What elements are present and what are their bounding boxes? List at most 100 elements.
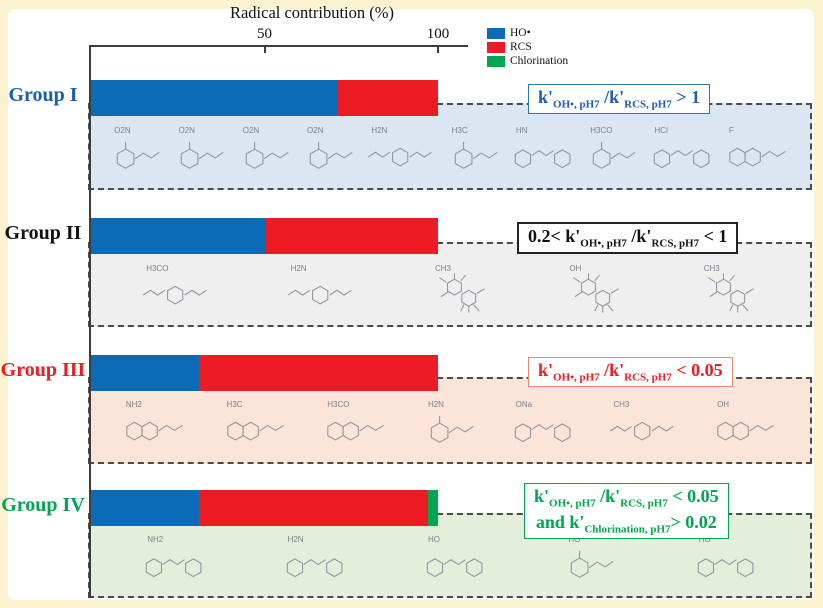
bar-segment-ho: [91, 490, 199, 526]
molecule-structure: O2N: [237, 126, 293, 178]
molecule-structure: HCl: [649, 126, 715, 178]
molecule-label: HO: [568, 534, 581, 544]
molecule-label: H3CO: [590, 125, 613, 135]
molecule-structure: NH2: [141, 535, 207, 587]
molecule-skeleton-icon: [439, 273, 485, 313]
molecule-label: H2N: [287, 534, 304, 544]
molecule-structure: H2N: [422, 400, 478, 452]
molecule-structure: F: [723, 126, 792, 178]
legend-label: HO•: [510, 27, 531, 39]
molecule-label: H2N: [290, 263, 307, 273]
molecule-label: OH: [569, 263, 582, 273]
bar-segment-ho: [91, 80, 338, 116]
molecule-structure: O2N: [172, 126, 228, 178]
molecule-structure: HO: [422, 535, 488, 587]
legend-item: RCS: [487, 41, 568, 53]
molecule-skeleton-icon: [116, 141, 160, 169]
y-axis-line: [89, 45, 91, 598]
molecule-skeleton-icon: [717, 421, 774, 441]
molecule-skeleton-icon: [145, 557, 202, 577]
molecule-label: H2N: [427, 399, 444, 409]
molecule-skeleton-icon: [697, 557, 754, 577]
molecule-label: H2N: [371, 125, 388, 135]
molecule-label: O2N: [242, 125, 260, 135]
kinetics-annotation-line: k'OH•, pH7 /k'RCS, pH7 < 0.05: [534, 486, 719, 510]
legend-item: Chlorination: [487, 55, 568, 67]
molecule-skeleton-icon: [245, 141, 289, 169]
molecule-skeleton-icon: [368, 147, 433, 167]
stacked-bar: [91, 80, 438, 116]
molecule-structure: OH: [711, 400, 780, 452]
x-axis-tick-label: 100: [426, 26, 450, 42]
molecule-label: CH3: [613, 399, 630, 409]
molecule-structure: O2N: [301, 126, 357, 178]
molecule-structure: NH2: [120, 400, 189, 452]
molecule-structure: H3CO: [584, 126, 640, 178]
molecule-skeleton-icon: [426, 557, 483, 577]
group-label: Group IV: [1, 494, 85, 516]
molecule-skeleton-icon: [126, 421, 183, 441]
molecule-label: HCl: [654, 125, 668, 135]
group-label: Group III: [0, 359, 86, 381]
molecule-skeleton-icon: [514, 148, 571, 168]
group-label: Group I: [8, 84, 78, 106]
molecule-structure: CH3: [607, 400, 679, 452]
axis-title: Radical contribution (%): [229, 3, 395, 22]
legend-swatch-rcs: [487, 41, 505, 53]
molecule-skeleton-icon: [610, 421, 675, 441]
x-axis-tick-label: 50: [257, 26, 272, 42]
molecule-structure: HN: [510, 126, 576, 178]
molecule-skeleton-icon: [571, 550, 614, 578]
stacked-bar: [91, 490, 438, 526]
molecule-structure: H2N: [285, 264, 357, 316]
molecule-skeleton-icon: [181, 141, 224, 169]
molecule-label: CH3: [434, 263, 451, 273]
molecule-skeleton-icon: [653, 148, 709, 168]
molecule-label: H3C: [451, 125, 468, 135]
group-molecules-panel: O2N O2N O2N O2N H2N H3C HN H3CO HCl F: [88, 103, 812, 190]
kinetics-annotation: k'OH•, pH7 /k'RCS, pH7 < 0.05 and k'Chlor…: [524, 483, 729, 539]
bar-segment-ho: [91, 218, 265, 254]
molecule-label: O2N: [307, 125, 324, 135]
molecule-skeleton-icon: [143, 285, 207, 305]
bar-segment-ho: [91, 355, 199, 391]
molecule-label: H3CO: [146, 263, 169, 273]
molecule-skeleton-icon: [573, 273, 620, 313]
molecule-label: F: [728, 125, 734, 135]
kinetics-annotation-line: and k'Chlorination, pH7> 0.02: [535, 511, 717, 536]
molecule-skeleton-icon: [430, 415, 474, 443]
molecule-structure: HO: [693, 535, 759, 587]
molecule-label: CH3: [703, 263, 720, 273]
molecule-skeleton-icon: [707, 273, 754, 313]
group-molecules-panel: H3CO H2N CH3 OH CH3: [88, 242, 812, 327]
molecule-structure: H3C: [446, 126, 502, 178]
molecule-structure: H2N: [365, 126, 437, 178]
molecule-label: O2N: [114, 125, 131, 135]
kinetics-annotation-line: k'OH•, pH7 /k'RCS, pH7 > 1: [538, 87, 701, 111]
molecule-label: ONa: [515, 399, 533, 409]
molecule-structure: H3CO: [321, 400, 390, 452]
molecule-structure: CH3: [429, 264, 491, 316]
x-axis-tick: [437, 47, 439, 53]
molecule-structure: O2N: [108, 126, 164, 178]
bar-segment-rcs: [337, 80, 438, 116]
molecule-structure: H2N: [282, 535, 348, 587]
kinetics-annotation: k'OH•, pH7 /k'RCS, pH7 > 1: [528, 84, 711, 114]
molecule-structure: OH: [563, 264, 625, 316]
bar-segment-rcs: [198, 355, 438, 391]
molecule-skeleton-icon: [287, 285, 352, 305]
molecule-skeleton-icon: [514, 422, 571, 442]
legend: HO• RCS Chlorination: [487, 27, 568, 69]
molecule-skeleton-icon: [327, 421, 385, 441]
legend-swatch-chlorination: [487, 55, 505, 67]
molecule-label: O2N: [178, 125, 195, 135]
molecule-label: HO: [698, 534, 711, 544]
molecule-structure: HO: [562, 535, 618, 587]
molecule-skeleton-icon: [309, 141, 353, 169]
kinetics-annotation: 0.2< k'OH•, pH7 /k'RCS, pH7 < 1: [517, 222, 739, 254]
legend-item: HO•: [487, 27, 568, 39]
molecule-structure: H3CO: [140, 264, 212, 316]
x-axis-tick: [263, 47, 266, 53]
molecule-label: NH2: [125, 399, 142, 409]
molecule-label: OH: [717, 399, 730, 409]
